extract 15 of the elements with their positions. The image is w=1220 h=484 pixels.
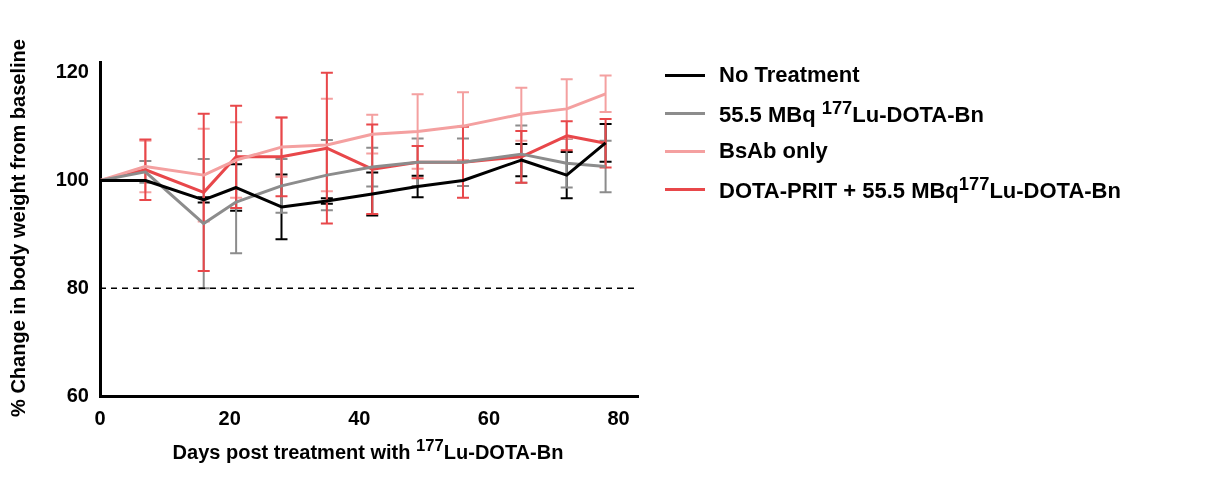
legend-label: No Treatment — [719, 62, 860, 88]
y-tick-label: 60 — [66, 383, 89, 406]
y-axis-title: % Change in body weight from baseline — [6, 39, 30, 417]
legend-label: BsAb only — [719, 138, 828, 164]
x-tick-label: 40 — [348, 406, 371, 429]
x-tick-label: 80 — [607, 406, 630, 429]
x-axis-title: Days post treatment with $^{177}$Lu-DOTA-Bn — [172, 436, 564, 464]
y-tick-label: 100 — [55, 168, 89, 191]
x-tick-label: 0 — [94, 406, 106, 429]
legend-label: 55.5 MBq $^{177}$Lu-DOTA-Bn — [719, 97, 984, 129]
legend-label: DOTA-PRIT + 55.5 MBq$^{177}$Lu-DOTA-Bn — [719, 173, 1121, 205]
x-tick-label: 20 — [218, 406, 241, 429]
y-tick-label: 120 — [55, 60, 89, 83]
y-tick-label: 80 — [66, 275, 89, 298]
x-tick-label: 60 — [477, 406, 501, 429]
